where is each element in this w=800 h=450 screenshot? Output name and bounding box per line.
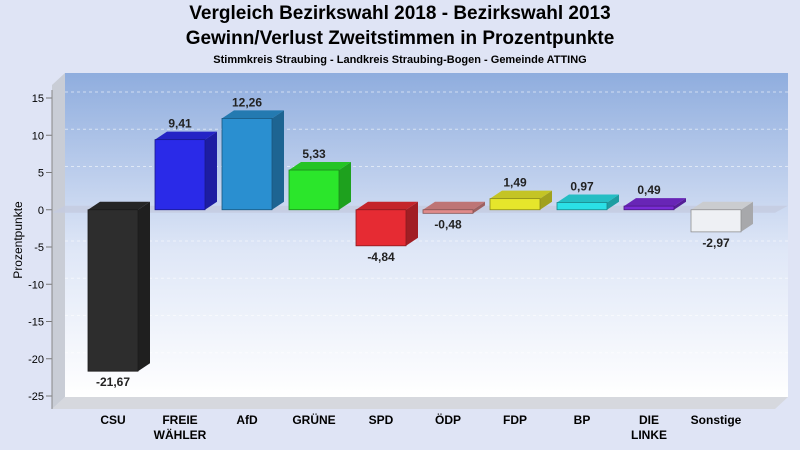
bar-top bbox=[356, 201, 418, 210]
y-tick-label: 5 bbox=[38, 168, 44, 180]
grid-lines bbox=[65, 91, 788, 391]
data-label: 5,33 bbox=[302, 147, 326, 161]
y-axis-label: Prozentpunkte bbox=[11, 201, 25, 279]
chart-subsubtitle: Stimmkreis Straubing - Landkreis Straubi… bbox=[213, 54, 587, 66]
bar-side bbox=[272, 110, 284, 210]
x-tick-label: SPD bbox=[369, 413, 394, 427]
bar bbox=[556, 194, 619, 211]
bar-front bbox=[422, 209, 474, 214]
x-tick-label: DIE LINKE bbox=[631, 413, 667, 442]
bar bbox=[690, 201, 753, 233]
bar-top bbox=[624, 198, 686, 207]
bar-side bbox=[406, 201, 418, 246]
x-tick-label: BP bbox=[574, 413, 591, 427]
y-tick-label: 10 bbox=[32, 130, 44, 142]
y-tick-label: -5 bbox=[34, 242, 44, 254]
bar-front bbox=[221, 118, 273, 211]
bar-side bbox=[473, 201, 485, 214]
bar-top bbox=[88, 201, 150, 210]
bar-top bbox=[155, 131, 217, 140]
bar-side bbox=[339, 162, 351, 210]
bar bbox=[221, 110, 284, 211]
bar bbox=[87, 201, 150, 372]
chart-title: Vergleich Bezirkswahl 2018 - Bezirkswahl… bbox=[189, 3, 611, 24]
plot-side-wall bbox=[52, 73, 65, 409]
bar-side bbox=[674, 198, 686, 210]
bar-side bbox=[205, 131, 217, 210]
y-tick-label: -10 bbox=[28, 279, 44, 291]
bar bbox=[489, 190, 552, 211]
bar-top bbox=[691, 201, 753, 210]
bar bbox=[422, 201, 485, 214]
bar-front bbox=[556, 202, 608, 211]
x-tick-label: Sonstige bbox=[691, 413, 742, 427]
data-label: -21,67 bbox=[96, 375, 130, 389]
y-tick-label: -15 bbox=[28, 317, 44, 329]
bar-top bbox=[490, 190, 552, 199]
x-tick-label: GRÜNE bbox=[292, 412, 335, 427]
y-tick-label: -20 bbox=[28, 354, 44, 366]
x-tick-label: FREIE WÄHLER bbox=[154, 413, 207, 442]
x-axis: CSU FREIE WÄHLER AfD GRÜNE SPD ÖDP FDP BP DIE LINK… bbox=[100, 412, 741, 442]
value-labels: -21,67 9,41 12,26 5,33 -4,84 -0,48 1,49 0,97 0,4… bbox=[96, 95, 730, 389]
bar-front bbox=[288, 169, 340, 211]
bars bbox=[87, 110, 753, 372]
plot-background bbox=[52, 73, 788, 409]
y-tick-label: 0 bbox=[38, 205, 44, 217]
x-tick-label: ÖDP bbox=[435, 412, 461, 427]
bar bbox=[154, 131, 217, 211]
bar-side bbox=[741, 201, 753, 232]
y-axis: 15 10 5 0 -5 -10 -15 -20 -25 bbox=[28, 90, 53, 409]
bar bbox=[355, 201, 418, 247]
data-label: 9,41 bbox=[168, 117, 192, 131]
y-tick-label: 15 bbox=[32, 93, 44, 105]
y-tick-label: -25 bbox=[28, 391, 44, 403]
bar bbox=[288, 162, 351, 211]
data-label: -4,84 bbox=[367, 250, 395, 264]
bar-top bbox=[423, 201, 485, 210]
plot-area bbox=[65, 73, 788, 397]
bar-top bbox=[222, 110, 284, 119]
data-label: -0,48 bbox=[434, 217, 462, 231]
bar-side bbox=[138, 201, 150, 372]
bar-side bbox=[540, 190, 552, 210]
bar bbox=[623, 198, 686, 211]
x-tick-label: CSU bbox=[100, 413, 125, 427]
bar-front bbox=[690, 209, 742, 233]
bar-side bbox=[607, 194, 619, 210]
data-label: 0,97 bbox=[570, 180, 594, 194]
bar-top bbox=[289, 162, 351, 171]
bar-front bbox=[355, 209, 407, 247]
x-tick-label: AfD bbox=[236, 413, 258, 427]
bar-front bbox=[489, 198, 541, 211]
plot-floor bbox=[52, 397, 788, 409]
data-label: -2,97 bbox=[702, 236, 730, 250]
chart-subtitle: Gewinn/Verlust Zweitstimmen in Prozentpu… bbox=[185, 28, 615, 49]
bar-front bbox=[87, 209, 139, 372]
bar-top bbox=[557, 194, 619, 203]
data-label: 1,49 bbox=[503, 176, 527, 190]
x-tick-label: FDP bbox=[503, 413, 527, 427]
bar-front bbox=[623, 205, 675, 211]
data-label: 12,26 bbox=[232, 95, 262, 109]
bar-front bbox=[154, 139, 206, 211]
data-label: 0,49 bbox=[637, 183, 661, 197]
